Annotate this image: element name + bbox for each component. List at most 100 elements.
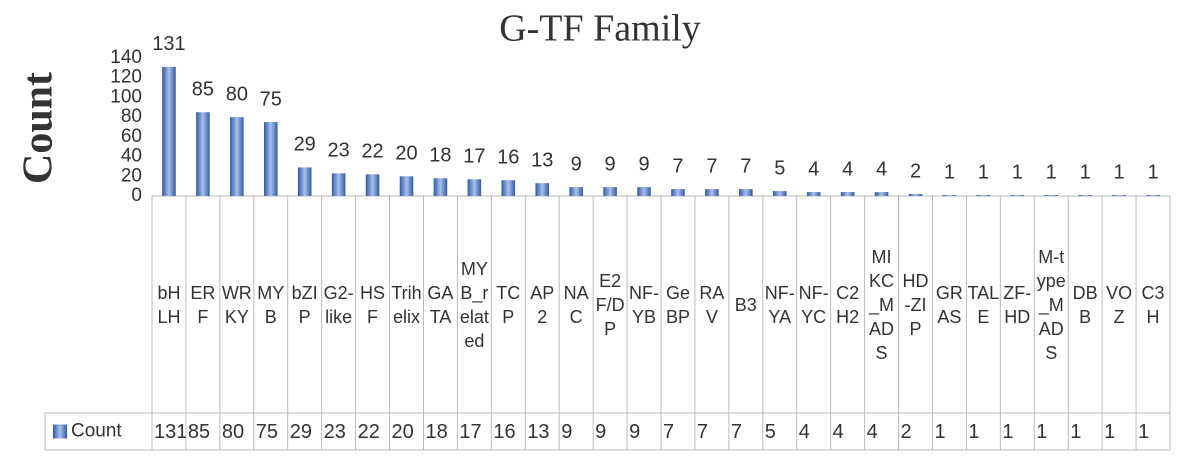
x-tick-label: GATA (427, 282, 454, 327)
x-tick-label: MIKC_MADS (869, 246, 895, 363)
x-tick-label: Trihelix (391, 282, 422, 327)
table-value: 4 (833, 421, 844, 443)
x-tick-label: G2-like (323, 282, 354, 327)
x-tick-label: ERF (190, 282, 216, 327)
x-tick-label: B3 (734, 294, 757, 315)
table-cell: 1 (1002, 421, 1013, 443)
table-value: 1 (1070, 421, 1081, 443)
bar (433, 178, 448, 196)
table-cell: 7 (731, 421, 742, 443)
data-label: 85 (192, 78, 214, 100)
table-value: 18 (425, 421, 447, 443)
x-tick-label: HD-ZIP (902, 270, 929, 339)
x-tick-label: MYB_related (459, 258, 489, 351)
x-tick-label: DBB (1072, 282, 1098, 327)
bar (162, 66, 176, 196)
bar (772, 191, 787, 196)
x-tick-label: ZF-HD (1003, 282, 1032, 327)
table-cell: 23 (324, 421, 346, 443)
bar (806, 192, 821, 196)
table-value: 80 (222, 421, 244, 443)
table-cell: 13 (527, 421, 549, 443)
table-cell: 4 (867, 421, 878, 443)
x-tick-label: GeBP (665, 282, 690, 327)
data-label: 17 (463, 146, 485, 168)
bar (603, 187, 617, 196)
y-tick-label: 40 (121, 146, 142, 167)
table-cell: 29 (290, 421, 312, 443)
y-tick-label: 60 (121, 126, 142, 147)
bar (263, 122, 278, 196)
data-label: 18 (429, 145, 451, 167)
table-value: 7 (731, 421, 742, 443)
table-value: 9 (629, 421, 640, 443)
table-value: 9 (561, 421, 572, 443)
x-tick-label: MYB (257, 282, 285, 327)
bar (535, 183, 550, 196)
data-label: 5 (774, 157, 785, 179)
y-tick-label: 20 (121, 165, 142, 186)
x-tick-label: M-type_MADS (1036, 246, 1066, 363)
bar (297, 167, 312, 196)
data-label: 16 (497, 147, 519, 169)
x-tick-label: NAC (563, 282, 589, 327)
data-label: 4 (808, 158, 819, 180)
table-value: 1 (1138, 421, 1149, 443)
data-label: 1 (1114, 161, 1125, 183)
data-label: 1 (944, 161, 955, 183)
table-value: 17 (459, 421, 481, 443)
table-value: 75 (256, 421, 278, 443)
data-label: 23 (328, 140, 350, 162)
bar (1146, 195, 1160, 196)
table-cell: 18 (425, 421, 447, 443)
data-label: 9 (605, 153, 616, 175)
table-cell: 16 (493, 421, 515, 443)
bar (569, 187, 583, 196)
y-tick-label: 140 (110, 47, 142, 68)
bar (399, 176, 414, 196)
x-tick-label: RAV (699, 282, 725, 327)
bar (739, 189, 753, 196)
bar (671, 189, 685, 196)
table-value: 1 (1002, 421, 1013, 443)
table-cell: 20 (392, 421, 414, 443)
bar (331, 173, 346, 196)
data-label: 13 (531, 149, 553, 171)
table-value: 29 (290, 421, 312, 443)
bar (365, 174, 380, 196)
bar (840, 192, 855, 196)
x-tick-label: GRAS (935, 282, 963, 327)
legend-swatch (53, 424, 67, 439)
bar (705, 189, 719, 196)
table-cell: 5 (765, 421, 776, 443)
x-tick-label: VOZ (1106, 282, 1133, 327)
x-tick-label: E2F/DP (595, 270, 625, 339)
table-value: 5 (765, 421, 776, 443)
bar (467, 179, 482, 196)
table-cell: 85 (188, 421, 210, 443)
table-cell: 4 (833, 421, 844, 443)
table-value: 85 (188, 421, 210, 443)
table-value: 7 (697, 421, 708, 443)
table-value: 20 (392, 421, 414, 443)
data-label: 1 (1046, 161, 1057, 183)
y-axis-title: Count (16, 72, 62, 184)
y-tick-label: 120 (110, 67, 142, 88)
data-label: 20 (395, 143, 417, 165)
bar (1112, 195, 1126, 196)
x-tick-label: NF-YA (764, 282, 795, 327)
x-tick-label: HSF (360, 282, 386, 327)
table-cell: 2 (901, 421, 912, 443)
table-cell: 7 (697, 421, 708, 443)
data-label: 9 (571, 153, 582, 175)
table-value: 1 (1104, 421, 1115, 443)
table-cell: 1 (1070, 421, 1081, 443)
bar (874, 192, 889, 196)
data-label: 1 (1012, 161, 1023, 183)
y-tick-label: 0 (131, 185, 142, 206)
x-tick-label: TALE (967, 282, 1000, 327)
bar (942, 195, 957, 196)
data-label: 9 (638, 153, 649, 175)
data-label: 75 (260, 88, 282, 110)
